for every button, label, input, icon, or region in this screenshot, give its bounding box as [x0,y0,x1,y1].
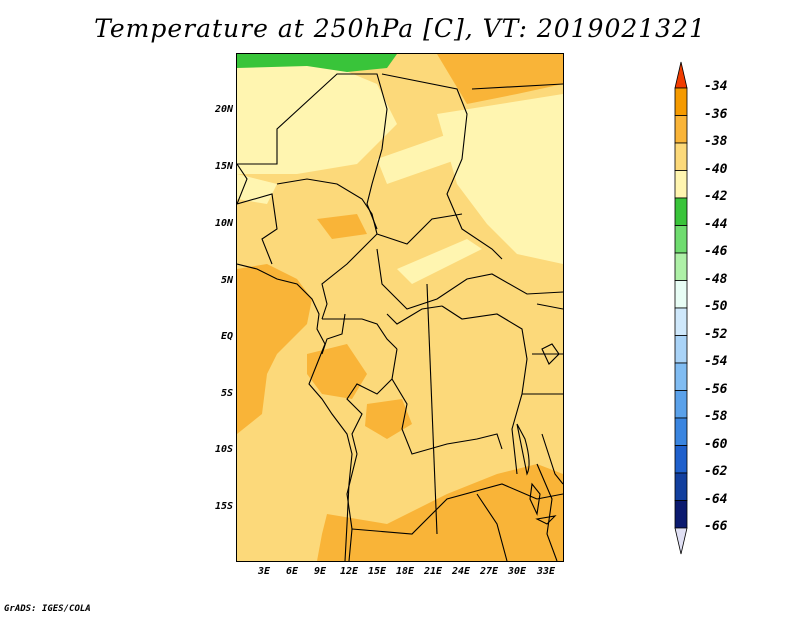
colorbar-swatch [674,225,688,254]
lon-label-15e: 15E [367,566,387,577]
field-level-38-northeast [437,54,563,104]
colorbar-label: -34 [704,79,728,94]
lat-label-5s: 5S [220,388,233,399]
colorbar-label: -42 [704,189,728,204]
colorbar-swatch [674,115,688,144]
colorbar-swatch [674,472,688,501]
field-level-42-band-center [397,239,482,284]
colorbar-bottom-arrow [674,527,688,555]
lon-label-9e: 9E [313,566,327,577]
colorbar-swatch [674,252,688,281]
lat-label-eq: EQ [220,331,233,342]
lon-label-3e: 3E [257,566,271,577]
field-level-44-strip [237,54,397,72]
colorbar-swatch [674,390,688,419]
lon-label-12e: 12E [339,566,359,577]
colorbar-swatch [674,335,688,364]
lat-label-15n: 15N [214,161,233,172]
colorbar-label: -56 [704,381,728,397]
colorbar-swatch [674,445,688,474]
colorbar-label: -62 [704,464,728,479]
colorbar-swatch [674,87,688,116]
field-level-38-gulf [237,264,312,434]
field-level-42-band-north [377,124,487,184]
colorbar-top-arrow [674,61,688,89]
colorbar-label: -66 [704,519,728,534]
colorbar-label: -44 [704,216,728,232]
lon-label-33e: 33E [536,566,556,577]
lat-label-10s: 10S [214,444,233,455]
lon-label-30e: 30E [507,566,527,577]
lon-label-24e: 24E [451,566,471,577]
lat-label-15s: 15S [214,501,233,512]
colorbar-swatch [674,142,688,171]
colorbar-swatch [674,500,688,529]
colorbar-swatch [674,170,688,199]
field-level-38-patch-a [365,399,412,439]
colorbar-label: -38 [704,134,728,149]
colorbar-label: -58 [704,409,728,424]
field-level-38-patch-b [317,214,367,239]
colorbar-label: -50 [704,299,728,314]
map-title: Temperature at 250hPa [C], VT: 201902132… [94,14,706,43]
colorbar-label: -64 [704,491,728,507]
colorbar-label: -36 [704,106,728,122]
country-borders [237,73,563,561]
map-panel [236,53,564,562]
colorbar-label: -46 [704,244,728,259]
lon-label-6e: 6E [285,566,299,577]
colorbar-swatch [674,280,688,309]
colorbar [674,61,688,555]
temperature-field-map [237,54,563,561]
colorbar-label: -54 [704,354,728,369]
colorbar-swatch [674,362,688,391]
grads-credit: GrADS: IGES/COLA [4,604,91,614]
lon-label-27e: 27E [479,566,499,577]
colorbar-label: -60 [704,436,728,452]
lon-label-21e: 21E [423,566,443,577]
colorbar-swatch [674,307,688,336]
colorbar-label: -52 [704,326,728,342]
field-level-38-congo-coast [307,344,367,399]
colorbar-swatch [674,417,688,446]
lat-label-5n: 5N [220,275,233,286]
field-level-42-west [237,174,277,204]
coastline [237,163,353,561]
lat-label-20n: 20N [214,104,233,115]
lon-label-18e: 18E [395,566,415,577]
colorbar-label: -40 [704,161,728,177]
lat-label-10n: 10N [214,218,233,229]
lakes [516,343,560,525]
colorbar-swatch [674,197,688,226]
field-level-38-south [317,464,563,561]
colorbar-label: -48 [704,271,728,287]
